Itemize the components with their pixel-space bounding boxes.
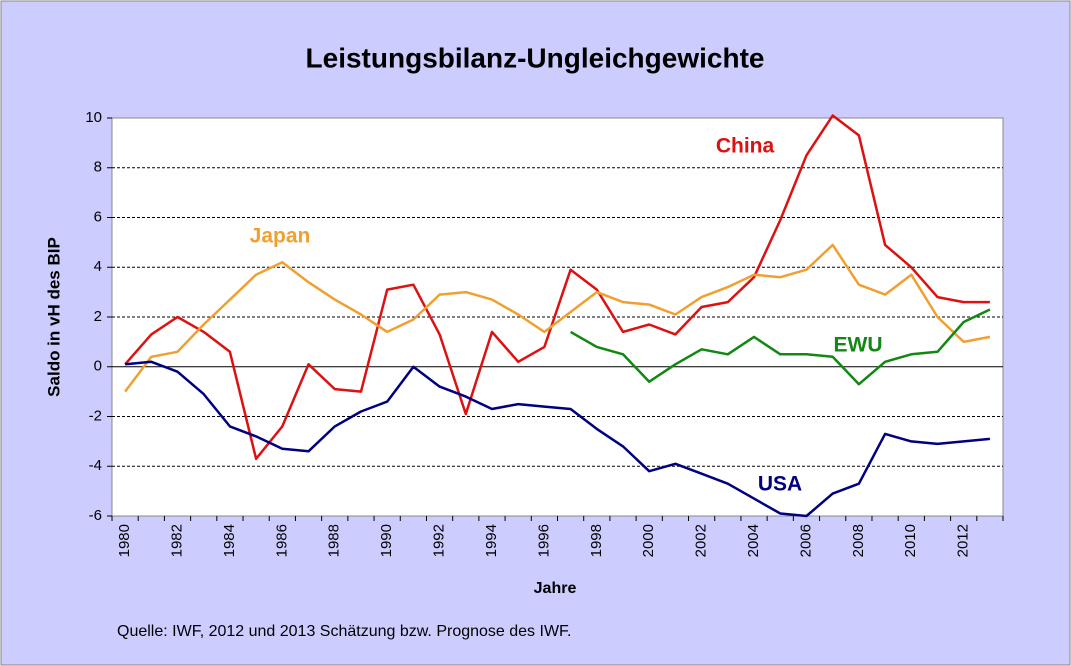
x-tick-label: 2012: [955, 524, 972, 557]
x-tick-label: 2010: [902, 524, 919, 557]
x-tick-label: 1992: [431, 524, 448, 557]
chart-title: Leistungsbilanz-Ungleichgewichte: [306, 42, 765, 73]
y-tick-label: -2: [89, 407, 102, 424]
x-tick-label: 1980: [116, 524, 133, 557]
y-tick-label: 6: [94, 208, 102, 225]
x-tick-label: 1988: [326, 524, 343, 557]
series-label: China: [716, 135, 775, 158]
series-label: USA: [758, 473, 802, 496]
x-tick-label: 2004: [745, 524, 762, 557]
series-line: [124, 360, 991, 518]
x-tick-label: 1984: [221, 524, 238, 557]
x-tick-label: 1990: [378, 524, 395, 557]
y-tick-label: -4: [89, 457, 102, 474]
y-tick-label: 2: [94, 308, 102, 325]
y-tick-label: 0: [94, 358, 102, 375]
x-tick-label: 1986: [273, 524, 290, 557]
x-tick-label: 1982: [168, 524, 185, 557]
y-tick-label: 4: [94, 258, 102, 275]
y-tick-label: 10: [85, 109, 102, 126]
x-tick-label: 1996: [535, 524, 552, 557]
x-axis-label: Jahre: [534, 580, 577, 597]
x-tick-label: 2002: [693, 524, 710, 557]
series-line: [569, 308, 991, 386]
series-label: EWU: [834, 334, 883, 357]
y-tick-label: 8: [94, 159, 102, 176]
series-line: [124, 243, 991, 393]
source-note: Quelle: IWF, 2012 und 2013 Schätzung bzw…: [117, 623, 571, 640]
x-tick-label: 2008: [850, 524, 867, 557]
y-tick-label: -6: [89, 507, 102, 524]
x-tick-label: 2006: [797, 524, 814, 557]
x-tick-label: 1994: [483, 524, 500, 557]
x-tick-label: 1998: [588, 524, 605, 557]
series-label: Japan: [250, 225, 311, 248]
x-tick-label: 2000: [640, 524, 657, 557]
y-axis-label: Saldo in vH des BIP: [44, 237, 63, 397]
